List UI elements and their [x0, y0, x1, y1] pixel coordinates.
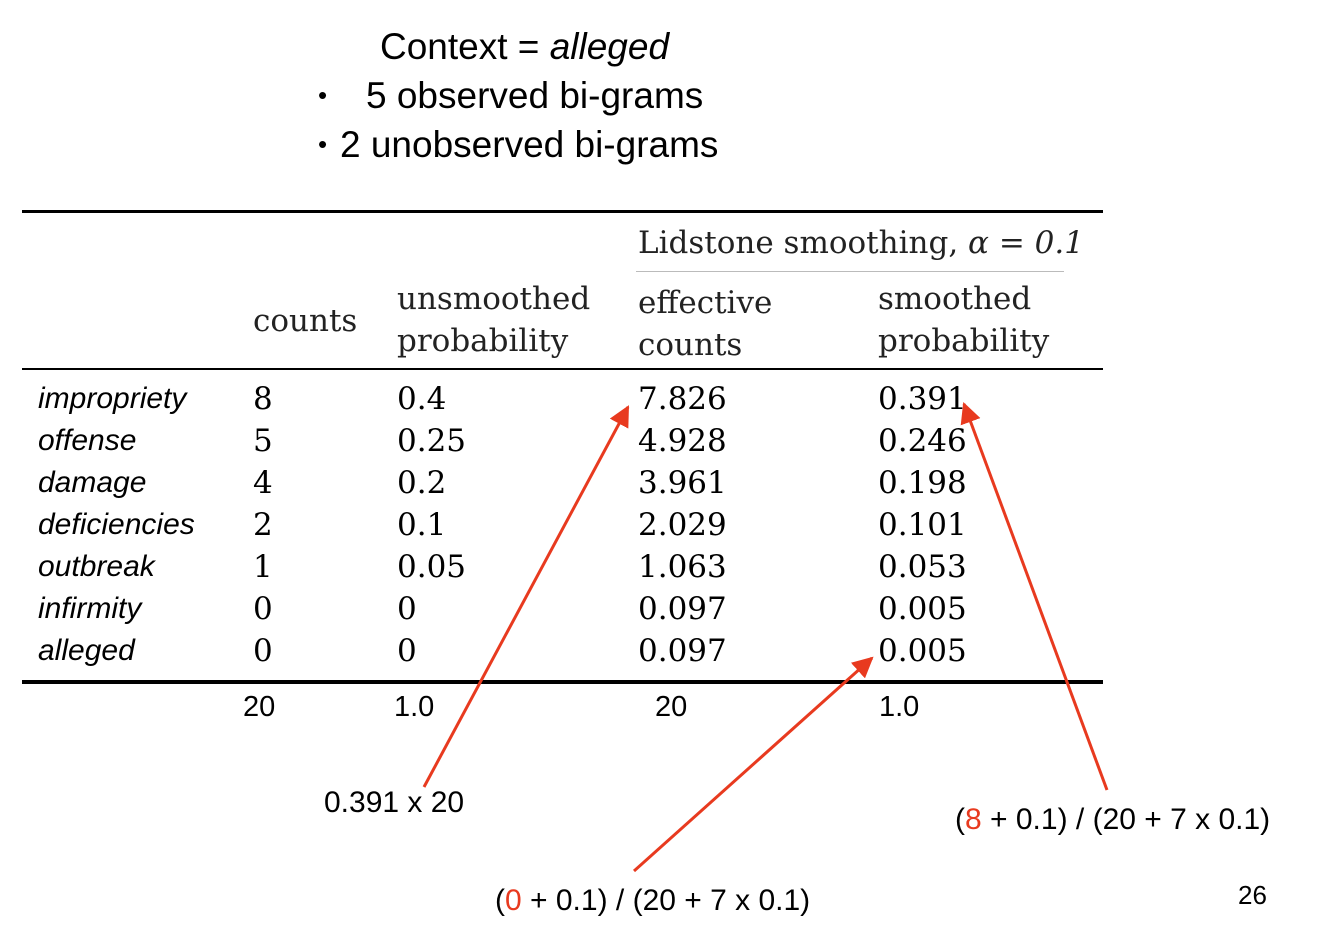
row-smoothed: 0.246	[878, 423, 967, 459]
header-smoothed-line2: probability	[878, 323, 1050, 359]
header-lidstone-group: Lidstone smoothing, α = 0.1	[638, 222, 1084, 264]
bullet-unobserved-text: 2 unobserved bi-grams	[340, 124, 719, 165]
context-prefix: Context =	[380, 26, 550, 67]
row-smoothed: 0.391	[878, 381, 967, 417]
note-right-open: (	[955, 803, 965, 836]
note-bottom-count: 0	[505, 884, 522, 917]
row-effective: 7.826	[638, 381, 727, 417]
header-unsmoothed-line2: probability	[397, 323, 569, 359]
row-word: damage	[38, 466, 147, 499]
header-unsmoothed-probability: unsmoothed probability	[397, 278, 590, 362]
note-bottom-open: (	[495, 884, 505, 917]
row-smoothed: 0.101	[878, 507, 967, 543]
annotation-smoothed-formula-unobserved: (0 + 0.1) / (20 + 7 x 0.1)	[495, 884, 810, 918]
table-header-rule	[22, 368, 1103, 370]
row-effective: 1.063	[638, 549, 727, 585]
row-counts: 0	[253, 633, 273, 669]
table-row: deficiencies 2 0.1 2.029 0.101	[0, 504, 1320, 546]
header-alpha-math: α = 0.1	[968, 225, 1084, 261]
table-row: offense 5 0.25 4.928 0.246	[0, 420, 1320, 462]
totals-row: 20 1.0 20 1.0	[0, 691, 1320, 731]
row-effective: 4.928	[638, 423, 727, 459]
row-counts: 4	[253, 465, 273, 501]
header-smoothed-probability: smoothed probability	[878, 278, 1049, 362]
header-effective-line1: effective	[638, 285, 773, 321]
row-effective: 0.097	[638, 591, 727, 627]
annotation-effective-formula: 0.391 x 20	[324, 786, 465, 819]
row-word: impropriety	[38, 382, 187, 415]
row-word: deficiencies	[38, 508, 195, 541]
row-smoothed: 0.005	[878, 633, 967, 669]
row-effective: 2.029	[638, 507, 727, 543]
annotation-smoothed-formula-observed: (8 + 0.1) / (20 + 7 x 0.1)	[955, 803, 1270, 837]
bullet-observed-text: 5 observed bi-grams	[366, 75, 704, 116]
table-row: alleged 0 0 0.097 0.005	[0, 630, 1320, 672]
row-word: alleged	[38, 634, 135, 667]
table-row: impropriety 8 0.4 7.826 0.391	[0, 378, 1320, 420]
total-unsmoothed: 1.0	[394, 691, 435, 723]
row-counts: 5	[253, 423, 273, 459]
row-unsmoothed: 0.1	[397, 507, 447, 543]
note-right-count: 8	[965, 803, 982, 836]
total-counts: 20	[243, 691, 276, 723]
row-unsmoothed: 0	[397, 633, 417, 669]
row-word: offense	[38, 424, 137, 457]
lidstone-group-rule	[636, 271, 1064, 272]
row-effective: 0.097	[638, 633, 727, 669]
row-unsmoothed: 0	[397, 591, 417, 627]
context-word: alleged	[549, 26, 670, 67]
row-effective: 3.961	[638, 465, 727, 501]
header-counts: counts	[253, 303, 358, 339]
bullet-dot: •	[318, 129, 328, 159]
row-unsmoothed: 0.2	[397, 465, 447, 501]
arrow-to-smoothed-impropriety	[960, 402, 1109, 791]
row-unsmoothed: 0.25	[397, 423, 467, 459]
row-counts: 1	[253, 549, 273, 585]
row-unsmoothed: 0.05	[397, 549, 467, 585]
row-counts: 0	[253, 591, 273, 627]
header-effective-line2: counts	[638, 327, 743, 363]
total-smoothed: 1.0	[879, 691, 920, 723]
table-row: damage 4 0.2 3.961 0.198	[0, 462, 1320, 504]
table-row: outbreak 1 0.05 1.063 0.053	[0, 546, 1320, 588]
header-effective-counts: effective counts	[638, 282, 772, 366]
row-smoothed: 0.198	[878, 465, 967, 501]
row-counts: 8	[253, 381, 273, 417]
note-right-rest: + 0.1) / (20 + 7 x 0.1)	[981, 803, 1271, 836]
row-unsmoothed: 0.4	[397, 381, 447, 417]
row-smoothed: 0.005	[878, 591, 967, 627]
header-lidstone-text: Lidstone smoothing,	[638, 225, 969, 261]
bullet-observed: • 5 observed bi-grams	[318, 71, 703, 120]
row-smoothed: 0.053	[878, 549, 967, 585]
row-word: infirmity	[38, 592, 142, 625]
page-number: 26	[1238, 880, 1267, 910]
bullet-unobserved: • 2 unobserved bi-grams	[318, 120, 718, 169]
table-row: infirmity 0 0 0.097 0.005	[0, 588, 1320, 630]
row-word: outbreak	[38, 550, 155, 583]
row-counts: 2	[253, 507, 273, 543]
note-bottom-rest: + 0.1) / (20 + 7 x 0.1)	[521, 884, 811, 917]
table-bottom-rule	[22, 680, 1103, 684]
context-heading: Context = alleged	[380, 22, 669, 71]
total-effective: 20	[655, 691, 688, 723]
table-top-rule	[22, 210, 1103, 213]
arrow-to-effective	[422, 405, 630, 788]
bullet-dot: •	[318, 80, 328, 110]
arrow-to-smoothed-alleged	[632, 656, 874, 873]
header-unsmoothed-line1: unsmoothed	[397, 281, 591, 317]
header-smoothed-line1: smoothed	[878, 281, 1032, 317]
